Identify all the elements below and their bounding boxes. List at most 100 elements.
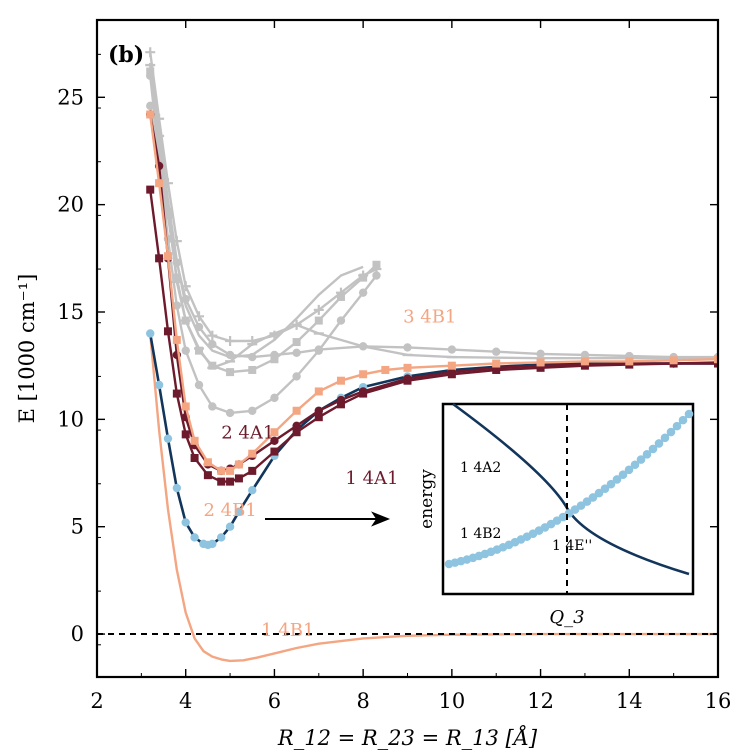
axes-layer: 2 4 6 8 10 12 14 16 0 5 10 15 20 25 R_12 = R_23 = R_13… [15,18,732,750]
point-3-4b1-9 [234,460,243,469]
inset-point-1-4b2-28 [612,475,622,484]
inset-point-1-4b2-37 [666,427,676,437]
point-3-4b1-14 [336,376,345,385]
panel-label: (b) [108,42,144,68]
inset-x-label: Q_3 [549,607,584,628]
point-2-4b1-0 [146,329,155,338]
annotation-layer: 1 4B1 2 4B1 2 4A1 1 4A1 3 4B1 [203,307,456,641]
state-label-1-4a1: 1 4A1 [345,468,398,489]
point-gray-d-16 [536,349,545,359]
point-3-4b1-11 [270,428,279,437]
inset-point-1-4b2-33 [642,450,652,459]
point-gray-d-6 [208,340,217,349]
inset-point-1-4b2-31 [630,460,640,470]
inset-point-1-4b2-35 [654,439,664,448]
point-gray-b-7 [226,368,235,377]
x-tick-label-6: 6 [268,689,281,713]
arrow-head [371,511,391,527]
point-2-4b1-4 [181,518,190,527]
point-gray-d-13 [403,343,412,352]
inset-point-1-4b2-24 [588,493,598,502]
point-1-4a1-14 [336,400,345,409]
point-2-4a1-13 [314,406,323,415]
series-line-1-4a1 [149,189,718,483]
state-label-3-4b1: 3 4B1 [403,307,456,328]
state-label-2-4b1: 2 4B1 [203,500,256,521]
point-3-4b1-21 [580,357,589,366]
y-axis-label: E [1000 cm⁻¹] [15,274,39,424]
point-gray-a-7 [225,335,236,346]
point-2-4a1-11 [270,436,279,446]
inset-point-1-4b2-30 [624,465,634,475]
inset-point-1-4b2-32 [636,455,646,464]
point-gray-c-9 [270,393,279,403]
point-gray-b-11 [314,316,323,325]
point-1-4a1-12 [292,428,301,437]
point-2-4a1-14 [336,395,346,405]
x-tick-label-4: 4 [179,689,192,713]
point-gray-c-8 [248,406,257,415]
point-1-4a1-13 [314,413,323,422]
point-gray-c-10 [292,372,301,381]
point-3-4b1-12 [292,406,301,415]
point-2-4b1-5 [190,533,199,542]
point-3-4b1-24 [714,355,718,364]
inset-point-1-4b2-36 [660,433,670,443]
point-3-4b1-19 [492,359,501,368]
point-3-4b1-2 [163,252,172,261]
point-gray-b-10 [292,338,301,347]
point-gray-d-11 [314,345,323,354]
point-1-4a1-0 [146,185,155,194]
point-3-4b1-15 [359,370,368,379]
point-2-4b1-8 [208,539,217,549]
point-3-4b1-20 [536,358,545,367]
y-tick-label-5: 5 [71,515,84,539]
x-tick-label-12: 12 [527,689,554,713]
series-layer [145,47,718,663]
inset-point-1-4b2-26 [600,484,610,493]
inset-point-1-4b2-23 [582,497,592,506]
point-2-4b1-9 [217,533,226,542]
x-tick-label-2: 2 [90,689,103,713]
x-tick-label-16: 16 [705,689,732,713]
point-1-4a1-9 [234,474,243,483]
state-label-1-4b1: 1 4B1 [261,620,314,641]
point-gray-d-15 [492,347,501,356]
inset-point-1-4b2-27 [606,479,616,489]
point-3-4b1-10 [248,449,257,458]
inset: 1 4A2 1 4B2 1 4E'' Q_3 energy [417,402,695,628]
point-2-4b1-12 [248,486,257,495]
point-1-4a1-4 [181,430,190,439]
point-gray-c-5 [194,380,204,390]
point-3-4b1-22 [625,357,634,366]
point-2-4a1-16 [403,374,412,383]
inset-point-1-4b2-39 [678,415,688,425]
x-tick-label-10: 10 [438,689,465,713]
point-2-4b1-10 [225,522,235,531]
point-gray-c-14 [372,271,381,280]
series-1-4b1 [149,333,718,663]
point-2-4a1-15 [358,387,368,396]
point-2-4b1-11 [234,507,244,516]
point-gray-c-7 [225,408,235,418]
point-gray-c-12 [336,316,346,325]
point-gray-b-12 [336,292,345,301]
point-gray-b-9 [270,355,279,364]
inset-label-1-4b2: 1 4B2 [460,526,501,542]
point-gray-c-4 [181,346,190,355]
point-1-4a1-5 [190,454,199,462]
y-tick-label-0: 0 [71,622,84,646]
point-3-4b1-17 [403,363,412,372]
inset-label-1-4a2: 1 4A2 [460,460,501,476]
point-3-4b1-18 [447,361,456,370]
x-tick-label-14: 14 [616,689,643,713]
x-tick-label-8: 8 [356,689,369,713]
point-2-4b1-1 [154,380,164,390]
point-gray-a-5 [194,311,205,322]
y-tick-label-10: 10 [57,407,84,431]
point-3-4b1-13 [314,387,323,396]
y-tick-label-25: 25 [57,85,84,109]
point-2-4a1-12 [292,421,301,430]
y-tick-label-20: 20 [57,193,84,217]
